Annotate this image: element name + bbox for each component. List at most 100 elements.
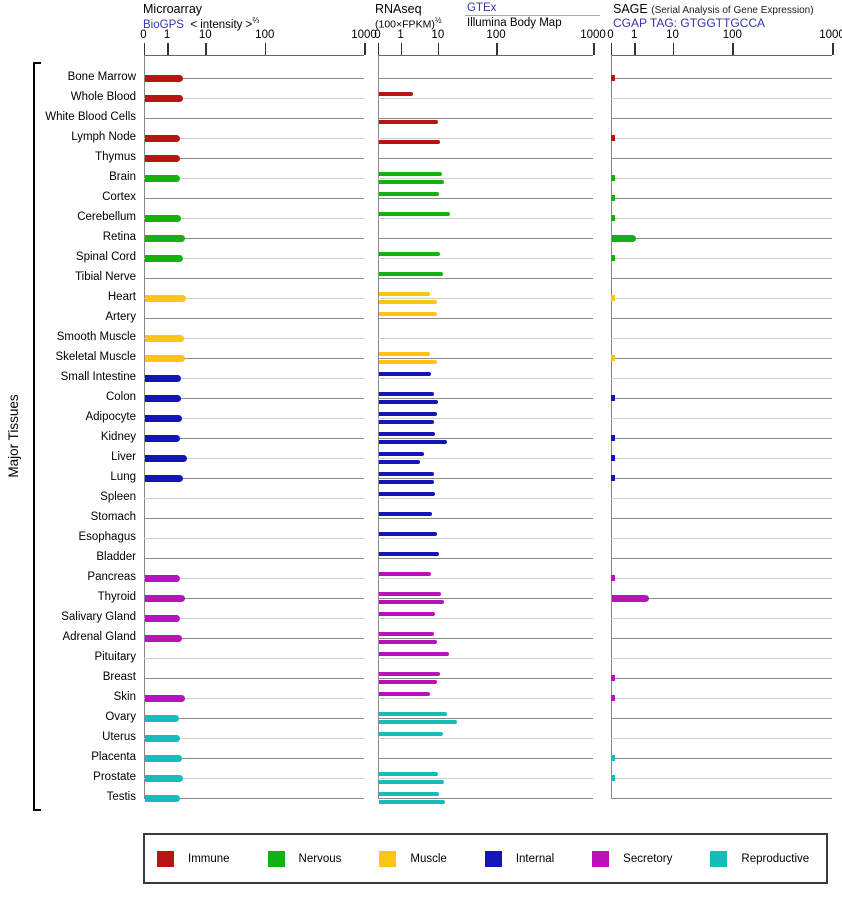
rnaseq-gtex-bar-36	[378, 792, 439, 796]
tissue-label-19: Liver	[111, 451, 136, 463]
microarray-bar-20	[144, 475, 183, 482]
microarray-tick-1	[167, 43, 169, 55]
tissue-label-27: Salivary Gland	[61, 611, 136, 623]
rnaseq-row-line-12	[377, 318, 593, 319]
microarray-row-line-8	[143, 238, 364, 239]
rnaseq-row-line-29	[377, 658, 593, 659]
rnaseq-gtex-bar-5	[378, 172, 442, 176]
sage-stub-6	[611, 195, 615, 201]
sage-row-line-9	[610, 258, 832, 259]
rnaseq-row-line-4	[377, 158, 593, 159]
rnaseq-gtex-bar-17	[378, 412, 437, 416]
microarray-row-line-12	[143, 318, 364, 319]
rnaseq-row-line-15	[377, 378, 593, 379]
legend-swatch-secretory	[592, 850, 610, 867]
sage-stub-16	[611, 395, 615, 401]
rnaseq-row-line-3	[377, 138, 593, 139]
microarray-row-line-20	[143, 478, 364, 479]
rnaseq-row-line-33	[377, 738, 593, 739]
rnaseq-illumina-bar-20	[378, 480, 434, 484]
sage-row-line-5	[610, 178, 832, 179]
rnaseq-tick-label-10: 10	[431, 29, 445, 41]
legend: Immune Nervous Muscle Internal Secretory Repr…	[143, 833, 828, 884]
tissue-label-24: Bladder	[96, 551, 136, 563]
microarray-bar-19	[144, 455, 188, 462]
sage-axis-line	[610, 55, 832, 56]
sage-stub-14	[611, 355, 615, 361]
rnaseq-tick-label-0: 0	[374, 29, 381, 41]
rnaseq-row-line-9	[377, 258, 593, 259]
legend-label-secretory: Secretory	[623, 852, 673, 865]
sage-row-line-28	[610, 638, 832, 639]
rnaseq-row-line-0	[377, 78, 593, 79]
sage-row-line-17	[610, 418, 832, 419]
microarray-bar-35	[144, 775, 184, 782]
tissue-label-6: Cortex	[102, 191, 136, 203]
microarray-row-line-22	[143, 518, 364, 519]
tissue-label-16: Colon	[105, 391, 136, 403]
microarray-bar-32	[144, 715, 179, 722]
microarray-row-line-27	[143, 618, 364, 619]
microarray-bar-0	[144, 75, 183, 82]
tissue-label-36: Testis	[106, 791, 136, 803]
rnaseq-row-line-25	[377, 578, 593, 579]
microarray-bar-9	[144, 255, 183, 262]
tissue-label-12: Artery	[105, 311, 136, 323]
rnaseq-row-line-28	[377, 638, 593, 639]
microarray-bar-18	[144, 435, 181, 442]
tissue-label-7: Cerebellum	[77, 211, 136, 223]
tissue-label-10: Tibial Nerve	[75, 271, 136, 283]
rnaseq-gtex-bar-28	[378, 632, 434, 636]
sage-row-line-24	[610, 558, 832, 559]
sage-stub-25	[611, 575, 615, 581]
microarray-row-line-26	[143, 598, 364, 599]
tissue-label-3: Lymph Node	[71, 131, 136, 143]
tissue-label-34: Placenta	[91, 751, 136, 763]
microarray-row-line-6	[143, 198, 364, 199]
tissue-label-32: Ovary	[105, 711, 136, 723]
rnaseq-gtex-bar-30	[378, 672, 440, 676]
sage-tick-label-1: 1	[630, 29, 638, 41]
rnaseq-illumina-bar-35	[378, 780, 445, 784]
gtex-link[interactable]: GTEx	[467, 2, 497, 14]
tissue-label-5: Brain	[109, 171, 136, 183]
legend-swatch-muscle	[379, 850, 397, 867]
sage-row-line-16	[610, 398, 832, 399]
sage-stub-7	[611, 215, 615, 221]
rnaseq-illumina-bar-32	[378, 720, 458, 724]
microarray-bar-3	[144, 135, 181, 142]
sage-row-line-22	[610, 518, 832, 519]
sage-row-line-18	[610, 438, 832, 439]
biogps-link[interactable]: BioGPS	[143, 18, 184, 31]
rnaseq-row-line-22	[377, 518, 593, 519]
rnaseq-illumina-bar-14	[378, 360, 437, 364]
microarray-row-line-24	[143, 558, 364, 559]
microarray-tick-0	[143, 43, 145, 55]
tissue-label-23: Esophagus	[78, 531, 136, 543]
cgap-tag-link[interactable]: CGAP TAG: GTGGTTGCCA	[613, 16, 766, 30]
sage-tick-1000	[832, 43, 834, 55]
microarray-row-line-36	[143, 798, 364, 799]
tissue-label-30: Breast	[102, 671, 136, 683]
legend-item-immune: Immune	[157, 850, 230, 867]
sage-row-line-1	[610, 98, 832, 99]
tissue-label-29: Pituitary	[94, 651, 136, 663]
microarray-title: Microarray	[143, 2, 203, 16]
rnaseq-illumina-bar-36	[378, 800, 445, 804]
microarray-row-line-15	[143, 378, 364, 379]
sage-row-line-23	[610, 538, 832, 539]
rnaseq-gtex-bar-26	[378, 592, 441, 596]
sage-row-line-31	[610, 698, 832, 699]
rnaseq-illumina-bar-16	[378, 400, 438, 404]
tissue-label-26: Thyroid	[97, 591, 136, 603]
rnaseq-tick-label-1: 1	[397, 29, 404, 41]
microarray-tick-10	[205, 43, 207, 55]
legend-label-reproductive: Reproductive	[741, 852, 810, 865]
rnaseq-tick-100	[496, 43, 498, 55]
microarray-scale-label: < intensity >⅔	[190, 16, 260, 31]
rnaseq-row-line-31	[377, 698, 593, 699]
rnaseq-row-line-14	[377, 358, 593, 359]
rnaseq-gtex-bar-35	[378, 772, 438, 776]
microarray-bar-5	[144, 175, 181, 182]
